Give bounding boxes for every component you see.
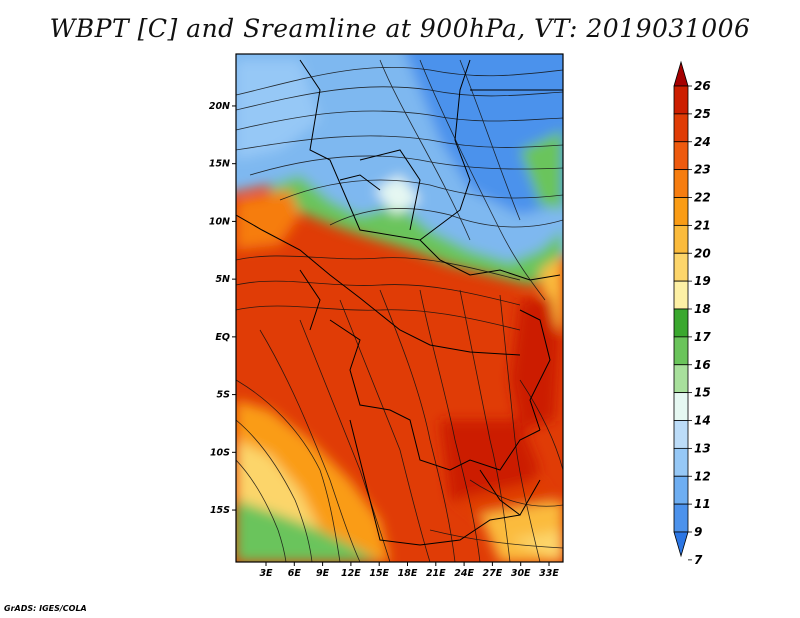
colorbar-label: 20 bbox=[694, 246, 711, 260]
colorbar-label: 17 bbox=[694, 330, 711, 344]
lon-tick-label: 6E bbox=[288, 568, 302, 579]
colorbar-label: 19 bbox=[694, 274, 711, 288]
colorbar-bottom-arrow bbox=[673, 531, 689, 558]
lat-tick-label: EQ bbox=[215, 332, 230, 343]
colorbar-label: 15 bbox=[694, 386, 711, 400]
colorbar-label: 13 bbox=[694, 441, 711, 455]
colorbar-segment bbox=[673, 169, 689, 198]
colorbar-segment bbox=[673, 197, 689, 226]
wbpt-field bbox=[236, 54, 563, 562]
lat-tick-label: 10S bbox=[210, 447, 230, 458]
longitude-axis: 3E 6E 9E 12E 15E 18E 21E 24E 27E 30E 33E bbox=[259, 562, 559, 579]
colorbar-segment bbox=[673, 392, 689, 421]
lat-tick-label: 5S bbox=[217, 390, 231, 401]
lon-tick-label: 15E bbox=[369, 568, 389, 579]
colorbar-segment bbox=[673, 252, 689, 282]
lon-tick-label: 30E bbox=[511, 568, 531, 579]
streamlines bbox=[236, 59, 563, 562]
colorbar-label: 7 bbox=[694, 553, 703, 567]
grads-credit: GrADS: IGES/COLA bbox=[4, 604, 87, 613]
colorbar-segment bbox=[673, 280, 689, 310]
lon-tick-label: 27E bbox=[483, 568, 503, 579]
map-frame bbox=[235, 53, 564, 563]
lat-tick-label: 20N bbox=[209, 101, 230, 112]
chart-title: WBPT [C] and Sreamline at 900hPa, VT: 20… bbox=[49, 14, 751, 43]
country-borders bbox=[236, 59, 563, 546]
latitude-axis: 20N 15N 10N 5N EQ 5S 10S 15S bbox=[209, 101, 236, 516]
lon-tick-label: 33E bbox=[539, 568, 559, 579]
colorbar-top-arrow bbox=[673, 60, 689, 87]
lat-tick-label: 5N bbox=[215, 274, 230, 285]
lon-tick-label: 3E bbox=[259, 568, 273, 579]
colorbar-segment bbox=[673, 85, 689, 115]
colorbar-segment bbox=[673, 503, 689, 533]
lat-tick-label: 15N bbox=[209, 159, 230, 170]
colorbar-segment bbox=[673, 475, 689, 505]
colorbar-segment bbox=[673, 308, 689, 338]
colorbar-label: 14 bbox=[694, 414, 711, 428]
colorbar-label: 11 bbox=[694, 497, 711, 511]
colorbar-segment bbox=[673, 113, 689, 143]
colorbar-segment bbox=[673, 141, 689, 171]
lon-tick-label: 21E bbox=[426, 568, 446, 579]
colorbar-label: 12 bbox=[694, 469, 711, 483]
lon-tick-label: 12E bbox=[341, 568, 361, 579]
colorbar-segment bbox=[673, 420, 689, 449]
colorbar-segment bbox=[673, 224, 689, 254]
colorbar-label: 26 bbox=[694, 79, 711, 93]
lon-tick-label: 24E bbox=[454, 568, 474, 579]
lon-tick-label: 9E bbox=[316, 568, 330, 579]
colorbar-segment bbox=[673, 364, 689, 394]
colorbar-segment bbox=[673, 336, 689, 366]
colorbar-segment bbox=[673, 447, 689, 477]
lon-tick-label: 18E bbox=[398, 568, 418, 579]
colorbar: 26 25 24 23 22 21 20 19 18 17 16 15 14 13 12 11 9 7 bbox=[673, 60, 711, 567]
colorbar-label: 24 bbox=[694, 135, 711, 149]
colorbar-label: 9 bbox=[694, 525, 702, 539]
colorbar-label: 18 bbox=[694, 302, 711, 316]
colorbar-label: 25 bbox=[694, 107, 711, 121]
colorbar-label: 23 bbox=[694, 163, 711, 177]
lat-tick-label: 15S bbox=[210, 505, 230, 516]
lat-tick-label: 10N bbox=[209, 216, 230, 227]
colorbar-label: 21 bbox=[694, 218, 711, 232]
colorbar-label: 16 bbox=[694, 358, 711, 372]
colorbar-label: 22 bbox=[694, 191, 711, 205]
